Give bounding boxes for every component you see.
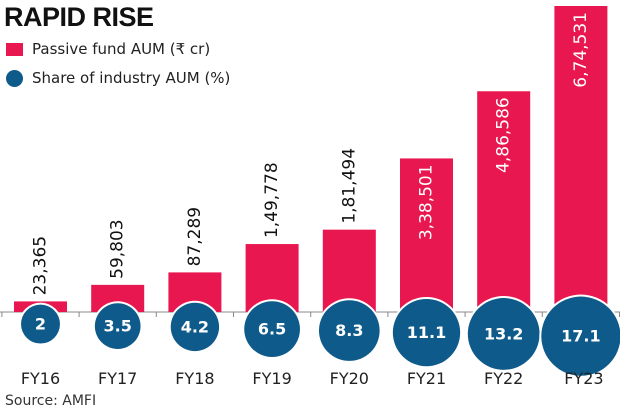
source-note: Source: AMFI	[5, 393, 97, 409]
bubble-FY17	[94, 303, 141, 349]
bubble-FY20	[318, 300, 380, 361]
chart-title: RAPID RISE	[4, 2, 154, 32]
bubble-value-label: 3.5	[104, 317, 132, 336]
bubble-value-label: 13.2	[484, 324, 523, 343]
legend-label-share: Share of industry AUM (%)	[32, 69, 231, 87]
x-tick-label: FY19	[252, 369, 291, 388]
x-tick-label: FY21	[407, 369, 446, 388]
legend-item-share: Share of industry AUM (%)	[6, 69, 230, 87]
bar-value-label: 3,38,501	[417, 164, 437, 240]
bar-value-label: 23,365	[31, 236, 51, 295]
bar-value-label: 1,81,494	[339, 148, 359, 224]
bubble-value-label: 4.2	[181, 317, 209, 336]
bubble-value-label: 6.5	[258, 320, 286, 339]
bar-FY23	[554, 6, 608, 312]
bubble-value-label: 17.1	[561, 327, 600, 346]
bubble-FY23	[541, 296, 620, 376]
legend-label-aum: Passive fund AUM (₹ cr)	[32, 40, 211, 58]
x-tick-label: FY17	[98, 369, 137, 388]
x-tick-label: FY22	[484, 369, 523, 388]
bubble-FY19	[244, 301, 300, 357]
legend-item-aum: Passive fund AUM (₹ cr)	[6, 40, 210, 58]
bubble-FY16	[21, 304, 60, 344]
bar-value-label: 4,86,586	[494, 97, 514, 173]
x-tick-label: FY16	[21, 369, 60, 388]
bubble-FY21	[392, 298, 461, 367]
bar-value-label: 6,74,531	[571, 12, 591, 88]
bar-value-label: 1,49,778	[262, 162, 282, 238]
legend-swatch-square-icon	[6, 42, 23, 56]
bubble-FY22	[467, 298, 540, 370]
bubble-value-label: 2	[35, 315, 46, 334]
bar-FY21	[400, 158, 453, 312]
bubble-FY18	[170, 302, 220, 352]
bubble-value-label: 8.3	[335, 321, 363, 340]
x-tick-label: FY23	[564, 369, 603, 388]
bubble-value-label: 11.1	[407, 323, 446, 342]
bar-FY22	[477, 91, 531, 312]
x-tick-label: FY18	[175, 369, 214, 388]
bar-value-label: 87,289	[185, 207, 205, 266]
x-tick-label: FY20	[330, 369, 369, 388]
bar-value-label: 59,803	[108, 219, 128, 278]
legend-swatch-circle-icon	[6, 69, 23, 87]
